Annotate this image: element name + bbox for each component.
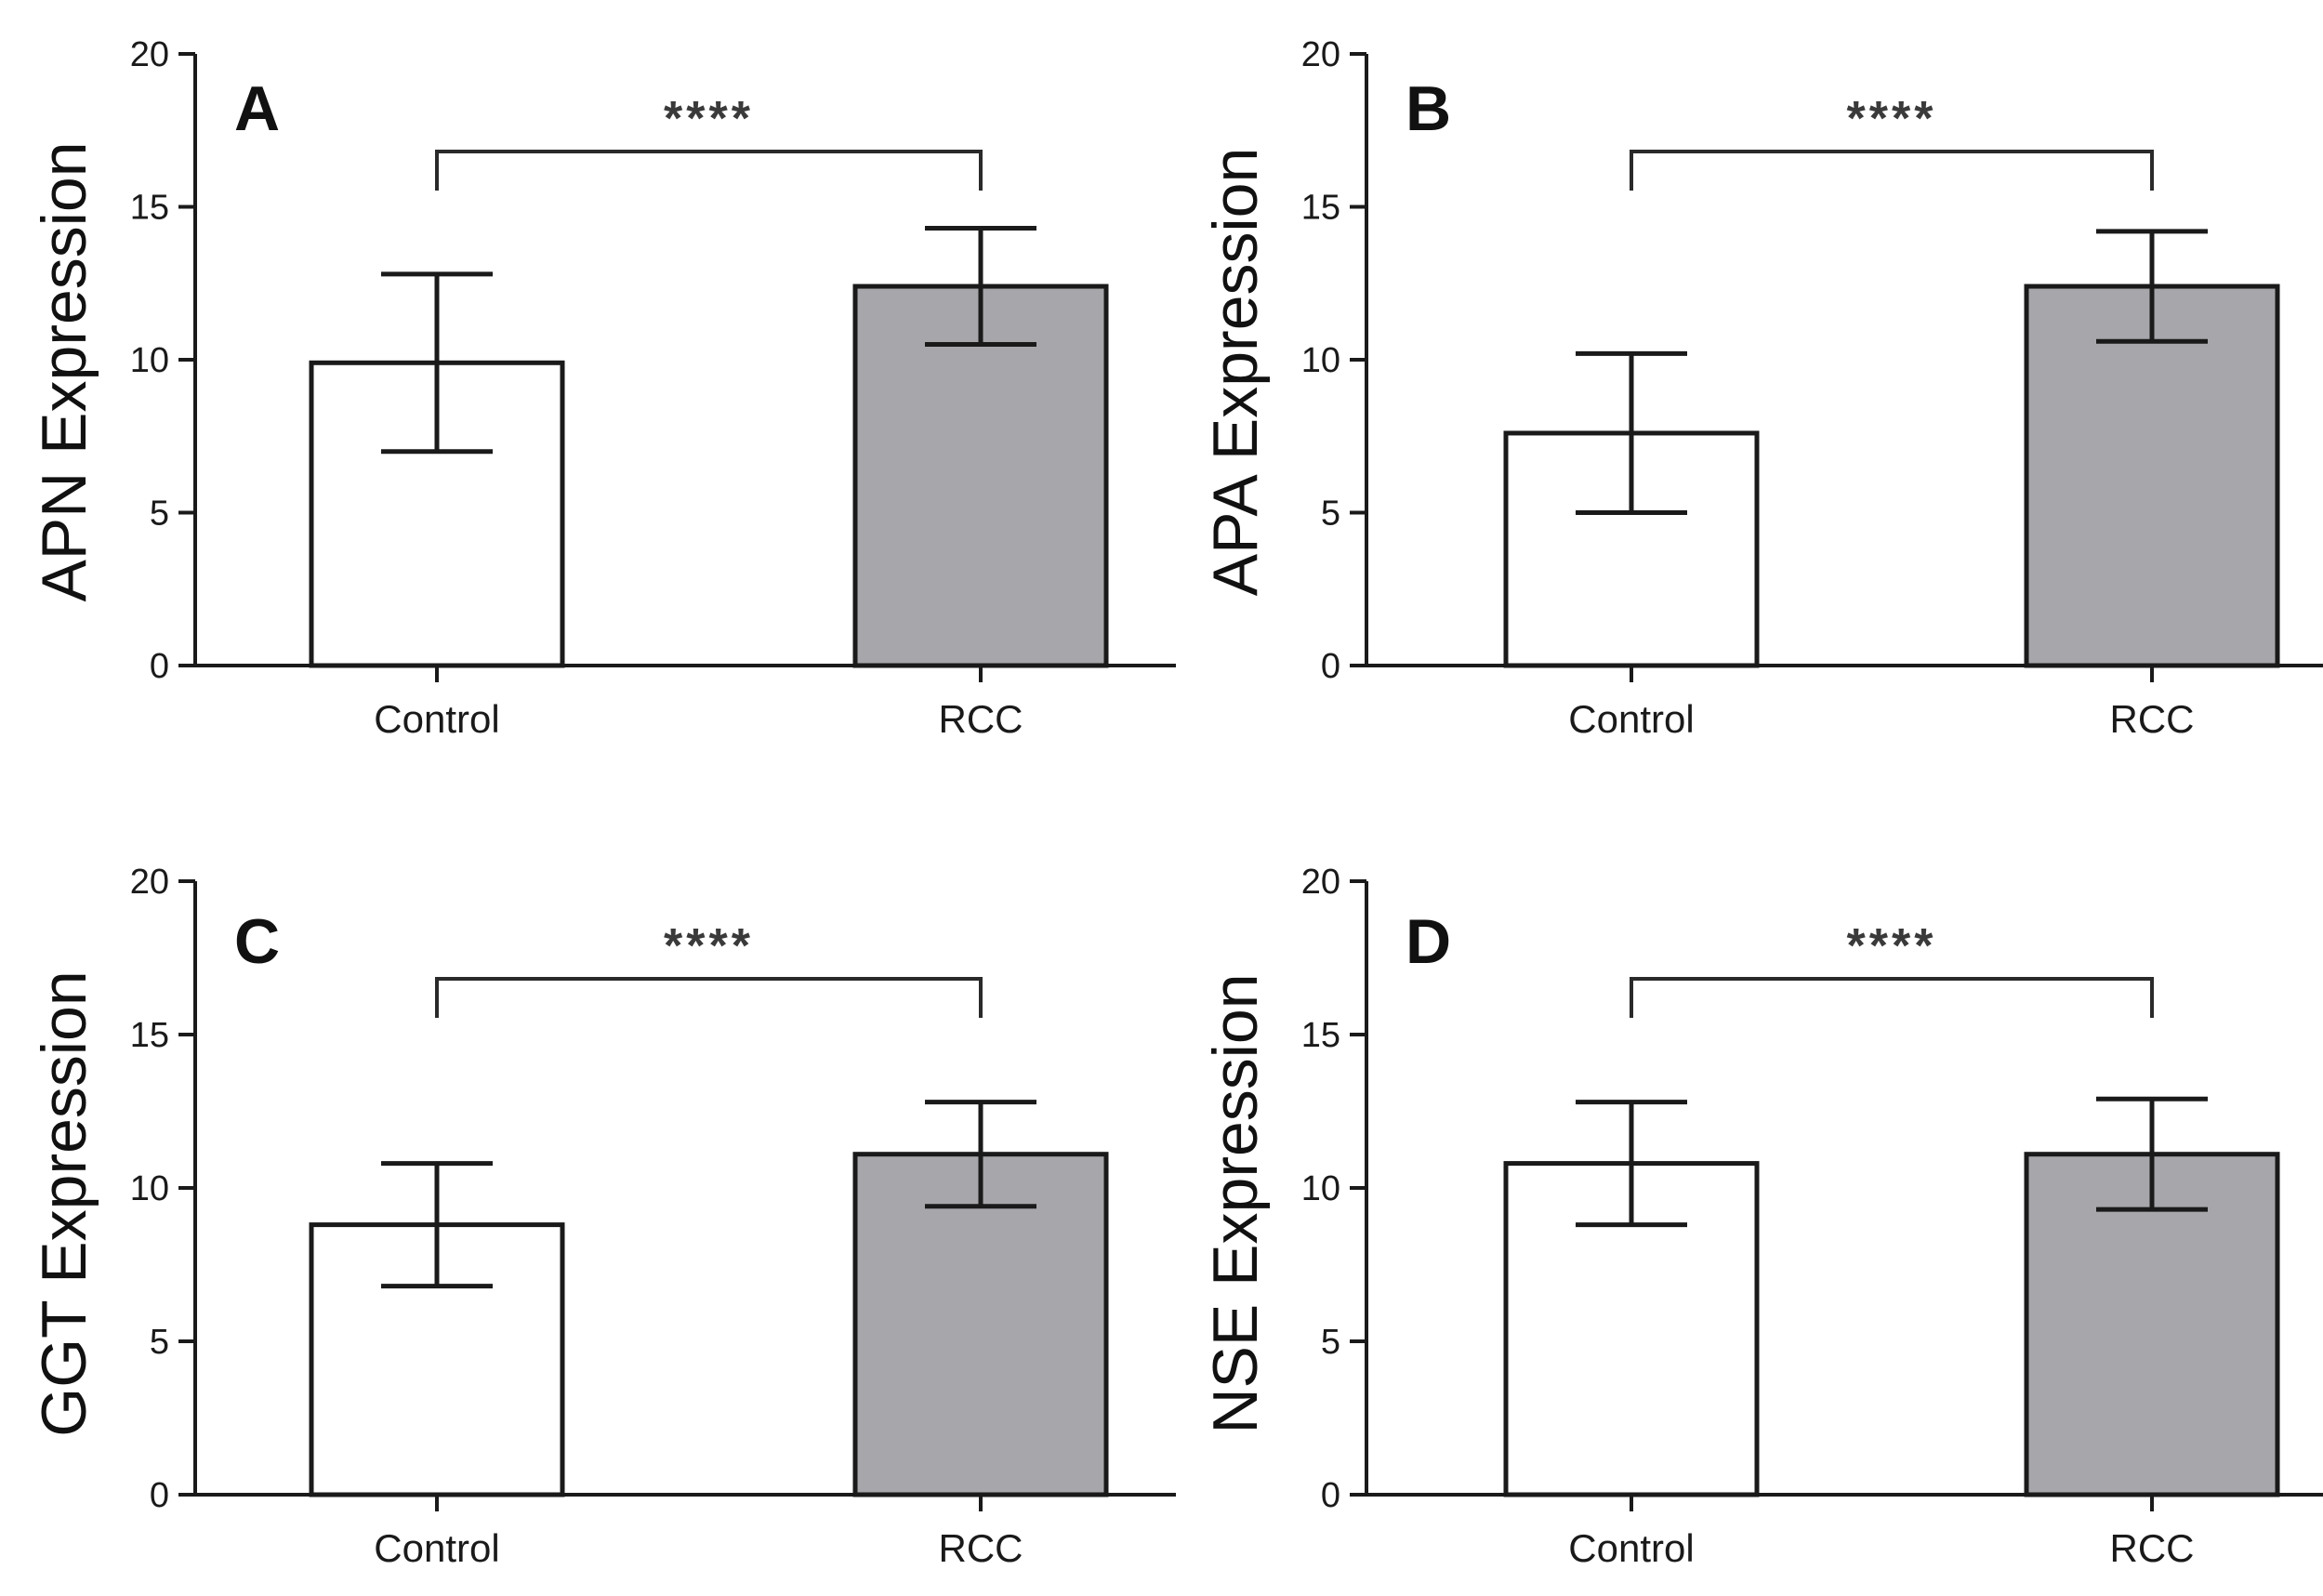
panel-c: 0 5 10 15 20 GGT Expression C Control RCC **** xyxy=(29,863,1176,1570)
y-tick-label: 10 xyxy=(1301,341,1340,380)
x-tick-label: Control xyxy=(374,1526,499,1570)
y-tick-label: 5 xyxy=(1321,1323,1340,1362)
significance-bracket xyxy=(435,977,983,1018)
y-tick-label: 0 xyxy=(1321,1476,1340,1515)
significance-stars: **** xyxy=(664,92,754,146)
x-tick-label: RCC xyxy=(939,1526,1023,1570)
y-tick-label: 5 xyxy=(150,1323,169,1362)
x-tick-label: RCC xyxy=(2110,697,2195,741)
panel-letter: A xyxy=(234,73,280,144)
y-axis-title: APA Expression xyxy=(1200,148,1271,597)
panel-letter: B xyxy=(1406,73,1451,144)
y-tick-label: 10 xyxy=(130,341,169,380)
significance-stars: **** xyxy=(1847,92,1937,146)
bar-rcc xyxy=(852,1152,1109,1497)
x-tick-label: RCC xyxy=(2110,1526,2195,1570)
y-tick-label: 5 xyxy=(1321,495,1340,534)
y-tick-label: 15 xyxy=(130,189,169,228)
x-tick-label: RCC xyxy=(939,697,1023,741)
significance-stars: **** xyxy=(1847,919,1937,973)
y-axis-title: GGT Expression xyxy=(29,970,99,1436)
significance-bracket xyxy=(1630,977,2154,1018)
x-tick-label: Control xyxy=(1568,1526,1694,1570)
y-tick-label: 20 xyxy=(130,863,169,902)
significance-bracket xyxy=(435,150,983,191)
y-tick-label: 10 xyxy=(1301,1169,1340,1208)
panel-a: 0 5 10 15 20 APN Expression A Control RCC **** xyxy=(29,35,1176,741)
x-tick-label: Control xyxy=(374,697,499,741)
y-tick-label: 15 xyxy=(130,1016,169,1055)
bar-rcc xyxy=(2024,284,2280,668)
significance-bracket xyxy=(1630,150,2154,191)
y-tick-label: 0 xyxy=(150,1476,169,1515)
bar-rcc xyxy=(852,284,1109,668)
y-tick-label: 10 xyxy=(130,1169,169,1208)
y-tick-label: 15 xyxy=(1301,1016,1340,1055)
y-tick-label: 20 xyxy=(1301,863,1340,902)
y-tick-label: 5 xyxy=(150,495,169,534)
panel-b: 0 5 10 15 20 APA Expression B Control RCC **** xyxy=(1200,35,2323,741)
y-tick-label: 0 xyxy=(1321,647,1340,686)
x-tick-label: Control xyxy=(1568,697,1694,741)
significance-stars: **** xyxy=(664,919,754,973)
panel-d: 0 5 10 15 20 NSE Expression D Control RCC **** xyxy=(1200,863,2323,1570)
y-axis-title: APN Expression xyxy=(29,141,99,601)
panel-letter: D xyxy=(1406,906,1451,977)
y-tick-label: 20 xyxy=(1301,35,1340,74)
panel-letter: C xyxy=(234,906,280,977)
y-tick-label: 15 xyxy=(1301,189,1340,228)
y-axis-title: NSE Expression xyxy=(1200,973,1271,1433)
y-tick-label: 20 xyxy=(130,35,169,74)
y-tick-label: 0 xyxy=(150,647,169,686)
